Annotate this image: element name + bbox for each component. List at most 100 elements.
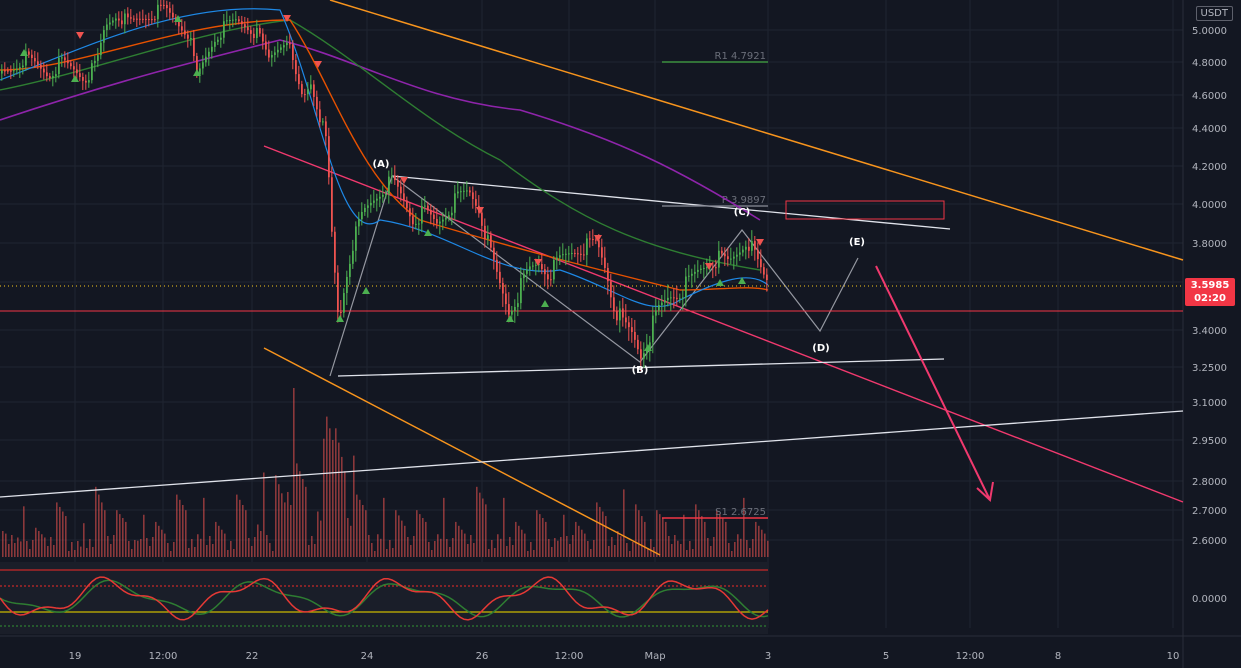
candle-body bbox=[325, 121, 327, 137]
candle-body bbox=[136, 18, 138, 20]
volume-bar bbox=[503, 497, 505, 557]
candle-body bbox=[436, 219, 438, 224]
volume-bar bbox=[491, 540, 493, 557]
volume-bar bbox=[167, 543, 169, 557]
volume-bar bbox=[173, 542, 175, 557]
candle-body bbox=[253, 33, 255, 38]
time-axis-label: Мар bbox=[644, 651, 665, 662]
candle-body bbox=[565, 253, 567, 255]
candle-body bbox=[487, 235, 489, 240]
volume-bar bbox=[473, 543, 475, 557]
volume-bar bbox=[449, 547, 451, 557]
volume-bar bbox=[317, 511, 319, 557]
candle-body bbox=[730, 258, 732, 260]
candle-body bbox=[160, 4, 162, 6]
wave-label: (A) bbox=[373, 159, 390, 170]
candle-body bbox=[526, 269, 528, 274]
candle-body bbox=[736, 254, 738, 257]
pivot-level-label: R1 4.7921 bbox=[715, 51, 766, 62]
candle-body bbox=[259, 28, 261, 34]
price-axis-label: 2.8000 bbox=[1192, 477, 1227, 488]
volume-bar bbox=[581, 529, 583, 557]
volume-bar bbox=[419, 514, 421, 557]
candle-body bbox=[280, 47, 282, 50]
candle-body bbox=[22, 65, 24, 68]
volume-bar bbox=[203, 497, 205, 557]
volume-bar bbox=[227, 550, 229, 557]
volume-bar bbox=[35, 527, 37, 557]
volume-bar bbox=[152, 537, 154, 557]
volume-bar bbox=[395, 510, 397, 557]
candle-body bbox=[481, 212, 483, 226]
volume-bar bbox=[23, 506, 25, 557]
volume-bar bbox=[284, 502, 286, 557]
candle-body bbox=[469, 190, 471, 193]
time-axis-label: 12:00 bbox=[956, 651, 985, 662]
buy-signal-marker bbox=[541, 300, 549, 307]
candle-body bbox=[238, 19, 240, 22]
currency-badge[interactable]: USDT bbox=[1195, 6, 1233, 21]
candle-body bbox=[409, 208, 411, 217]
volume-bar bbox=[410, 545, 412, 557]
candle-body bbox=[115, 18, 117, 21]
volume-bar bbox=[674, 535, 676, 557]
candle-body bbox=[532, 265, 534, 267]
volume-bar bbox=[95, 486, 97, 557]
buy-signal-marker bbox=[506, 315, 514, 322]
candle-body bbox=[190, 38, 192, 39]
oscillator-signal bbox=[0, 579, 769, 618]
volume-bar bbox=[38, 531, 40, 557]
sell-signal-marker bbox=[476, 207, 484, 214]
candle-body bbox=[712, 266, 714, 268]
candle-body bbox=[757, 249, 759, 260]
volume-bar bbox=[269, 543, 271, 557]
volume-bar bbox=[302, 479, 304, 557]
candle-body bbox=[748, 246, 750, 251]
volume-bar bbox=[62, 511, 64, 557]
candle-body bbox=[343, 293, 345, 313]
candle-body bbox=[79, 73, 81, 78]
candle-body bbox=[595, 239, 597, 241]
volume-bar bbox=[500, 538, 502, 557]
candle-body bbox=[697, 269, 699, 272]
triangle-top-line bbox=[391, 175, 951, 230]
buy-signal-marker bbox=[716, 279, 724, 286]
buy-signal-marker bbox=[738, 277, 746, 284]
time-axis-label: 12:00 bbox=[149, 651, 178, 662]
signal-markers bbox=[20, 15, 764, 351]
volume-bar bbox=[566, 536, 568, 557]
candle-body bbox=[463, 190, 465, 192]
candle-body bbox=[523, 273, 525, 279]
volume-bar bbox=[8, 544, 10, 557]
candle-body bbox=[298, 74, 300, 85]
volume-bar bbox=[236, 494, 238, 557]
volume-bar bbox=[479, 492, 481, 557]
volume-bar bbox=[5, 533, 7, 557]
candle-body bbox=[553, 259, 555, 280]
candle-body bbox=[673, 297, 675, 299]
candle-body bbox=[208, 51, 210, 57]
volume-bar bbox=[722, 518, 724, 557]
candle-body bbox=[640, 349, 642, 359]
volume-bar bbox=[506, 546, 508, 557]
candle-body bbox=[193, 38, 195, 57]
volume-bar bbox=[329, 428, 331, 557]
volume-bar bbox=[53, 545, 55, 557]
volume-bar bbox=[281, 493, 283, 557]
candle-body bbox=[301, 84, 303, 95]
candle-body bbox=[337, 272, 339, 312]
candle-body bbox=[400, 186, 402, 194]
white-long-support bbox=[0, 410, 1184, 498]
volume-bar bbox=[368, 535, 370, 557]
volume-bar bbox=[578, 525, 580, 557]
volume-bar bbox=[71, 542, 73, 557]
volume-bar bbox=[476, 486, 478, 557]
volume-bar bbox=[725, 521, 727, 557]
volume-bar bbox=[437, 534, 439, 557]
volume-bar bbox=[731, 551, 733, 557]
volume-bar bbox=[89, 539, 91, 557]
candle-body bbox=[358, 219, 360, 227]
moving-averages bbox=[0, 8, 769, 308]
candle-body bbox=[388, 176, 390, 195]
